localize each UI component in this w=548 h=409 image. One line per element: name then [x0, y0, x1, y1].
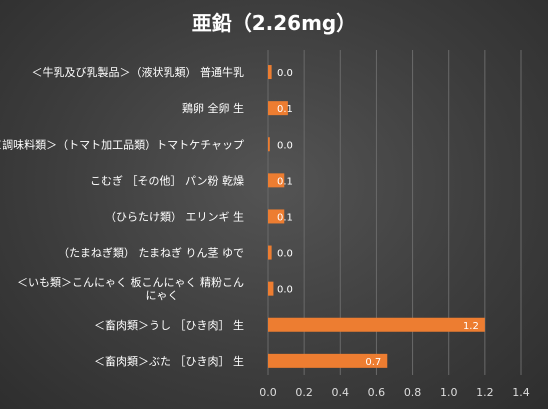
x-tick-label: 1.4: [512, 386, 530, 399]
data-label: 0.1: [277, 176, 293, 187]
bar: [268, 209, 285, 224]
bars: 0.0 0.1 0.0 0.1 0.1 0.0 0.0 1.2 0.7: [268, 65, 485, 368]
x-tick-label: 0.4: [332, 386, 350, 399]
x-tick-label: 0.8: [404, 386, 422, 399]
x-axis-ticks: 0.0 0.2 0.4 0.6 0.8 1.0 1.2 1.4: [259, 386, 530, 399]
category-label: にゃく: [146, 289, 179, 302]
bar: [268, 281, 274, 296]
data-label: 0.0: [277, 68, 293, 79]
category-label: ＜調味料類＞（トマト加工品類）トマトケチャップ: [0, 137, 244, 151]
bar: [268, 245, 272, 260]
bar: [268, 173, 285, 188]
x-tick-label: 0.0: [259, 386, 277, 399]
category-label: こむぎ ［その他］ パン粉 乾燥: [90, 173, 244, 187]
chart-title: 亜鉛（2.26mg）: [192, 11, 357, 35]
data-label: 0.1: [277, 104, 293, 115]
category-label: （ひらたけ類） エリンギ 生: [105, 209, 244, 223]
x-tick-label: 0.6: [368, 386, 386, 399]
category-label: ＜牛乳及び乳製品＞（液状乳類） 普通牛乳: [32, 65, 245, 79]
data-label: 0.7: [365, 357, 381, 368]
data-label: 0.1: [277, 212, 293, 223]
category-label: ＜いも類＞こんにゃく 板こんにゃく 精粉こん: [17, 275, 244, 289]
x-tick-label: 1.0: [440, 386, 458, 399]
gridlines: [267, 50, 522, 375]
data-label: 0.0: [277, 285, 293, 296]
data-label: 0.0: [277, 140, 293, 151]
category-label: ＜畜肉類＞ぶた ［ひき肉］ 生: [94, 354, 244, 368]
category-label: ＜畜肉類＞うし ［ひき肉］ 生: [94, 318, 244, 332]
bar: [268, 65, 272, 80]
bar: [268, 353, 388, 368]
bar: [268, 317, 485, 332]
data-label: 0.0: [277, 249, 293, 260]
x-tick-label: 0.2: [295, 386, 313, 399]
bar: [268, 101, 288, 116]
category-label: （たまねぎ類） たまねぎ りん茎 ゆで: [58, 246, 244, 260]
x-tick-label: 1.2: [476, 386, 494, 399]
data-label: 1.2: [463, 321, 479, 332]
bar: [268, 137, 270, 152]
category-label: 鶏卵 全卵 生: [182, 101, 244, 115]
